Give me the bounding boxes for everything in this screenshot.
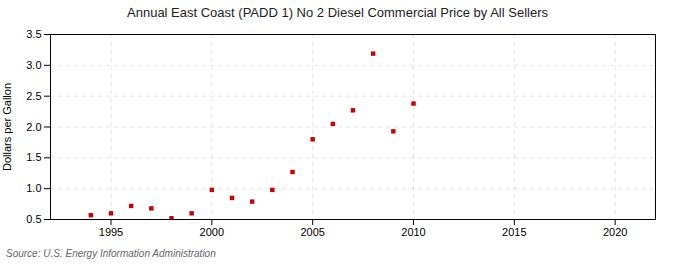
svg-text:1995: 1995 [99, 226, 123, 238]
svg-text:2.5: 2.5 [26, 90, 41, 102]
svg-text:2005: 2005 [300, 226, 324, 238]
svg-text:1.5: 1.5 [26, 151, 41, 163]
svg-text:1.0: 1.0 [26, 182, 41, 194]
svg-text:3.0: 3.0 [26, 59, 41, 71]
svg-text:2000: 2000 [200, 226, 224, 238]
svg-text:Dollars per Gallon: Dollars per Gallon [1, 83, 13, 171]
svg-text:2.0: 2.0 [26, 121, 41, 133]
svg-text:2020: 2020 [603, 226, 627, 238]
svg-text:0.5: 0.5 [26, 213, 41, 225]
svg-text:3.5: 3.5 [26, 28, 41, 40]
svg-text:2015: 2015 [502, 226, 526, 238]
svg-text:2010: 2010 [401, 226, 425, 238]
html-text:Annual East Coast (PADD 1) No: Annual East Coast (PADD 1) No 2 Diesel C… [127, 5, 548, 20]
html-text:Source: U.S. Energy Informatio: Source: U.S. Energy Information Administ… [6, 248, 216, 259]
